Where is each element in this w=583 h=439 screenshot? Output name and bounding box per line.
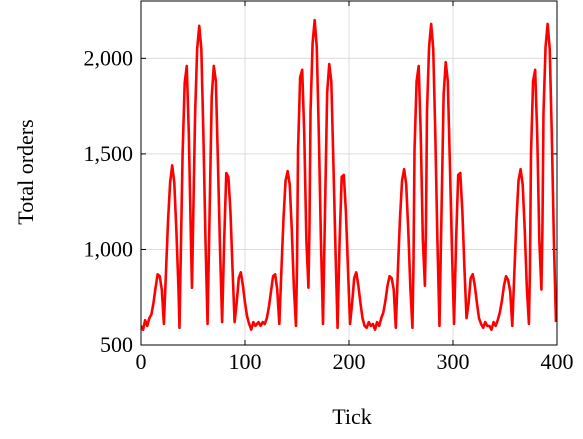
y-tick-label: 2,000 — [84, 45, 134, 70]
x-tick-label: 100 — [229, 349, 262, 374]
x-tick-label: 400 — [541, 349, 574, 374]
x-axis-label: Tick — [332, 404, 372, 429]
y-tick-label: 1,000 — [84, 236, 134, 261]
y-tick-label: 1,500 — [84, 141, 134, 166]
x-tick-label: 300 — [437, 349, 470, 374]
y-tick-label: 500 — [100, 332, 133, 357]
x-tick-label: 0 — [136, 349, 147, 374]
x-tick-label: 200 — [333, 349, 366, 374]
data-line — [141, 18, 557, 332]
y-axis-label: Total orders — [13, 119, 38, 224]
plot-frame — [140, 0, 558, 346]
